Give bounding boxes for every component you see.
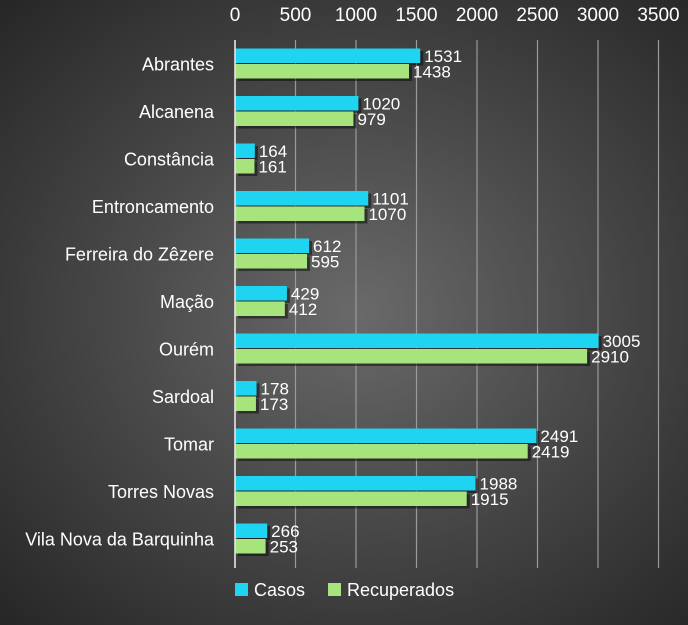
x-tick-label: 3000 <box>577 5 619 26</box>
data-label-casos-macao: 429 <box>291 285 319 304</box>
bar-casos-ourem <box>235 333 599 348</box>
bar-recuperados-ourem <box>235 349 588 364</box>
x-axis-tick-labels: 0 500 1000 1500 2000 2500 3000 3500 <box>230 5 680 26</box>
bar-casos-macao <box>235 286 287 301</box>
bar-casos-vila-nova-da-barquinha <box>235 523 268 538</box>
bar-recuperados-alcanena <box>235 111 354 126</box>
data-label-recuperados-ourem: 2910 <box>591 348 629 367</box>
x-tick-label: 1000 <box>335 5 377 26</box>
data-label-recuperados-torres-novas: 1915 <box>471 490 509 509</box>
data-label-recuperados-entroncamento: 1070 <box>368 205 406 224</box>
legend-swatch-recuperados <box>328 583 341 596</box>
data-label-casos-constancia: 164 <box>259 142 287 161</box>
category-label-sardoal: Sardoal <box>152 387 214 407</box>
category-label-ourem: Ourém <box>159 340 214 360</box>
x-tick-label: 0 <box>230 5 241 26</box>
data-label-recuperados-abrantes: 1438 <box>413 63 451 82</box>
x-tick-label: 2500 <box>516 5 558 26</box>
category-label-entroncamento: Entroncamento <box>92 197 214 217</box>
bar-casos-abrantes <box>235 48 421 63</box>
bar-casos-alcanena <box>235 96 359 111</box>
category-label-abrantes: Abrantes <box>142 55 214 75</box>
data-label-recuperados-vila-nova-da-barquinha: 253 <box>270 538 298 557</box>
legend-swatch-casos <box>235 583 248 596</box>
legend-label-casos: Casos <box>254 580 305 600</box>
bar-casos-tomar <box>235 428 537 443</box>
x-tick-label: 1500 <box>395 5 437 26</box>
data-label-recuperados-tomar: 2419 <box>532 443 570 462</box>
legend: Casos Recuperados <box>235 580 454 600</box>
data-label-recuperados-sardoal: 173 <box>260 395 288 414</box>
bar-recuperados-torres-novas <box>235 491 467 506</box>
bar-casos-entroncamento <box>235 191 369 206</box>
legend-item-recuperados: Recuperados <box>328 580 454 600</box>
x-tick-label: 500 <box>280 5 312 26</box>
bar-recuperados-ferreira-do-zezere <box>235 254 307 269</box>
data-label-recuperados-ferreira-do-zezere: 595 <box>311 253 339 272</box>
data-label-casos-torres-novas: 1988 <box>480 475 518 494</box>
x-tick-label: 2000 <box>456 5 498 26</box>
category-labels: Abrantes Alcanena Constância Entroncamento F… <box>25 55 215 550</box>
bar-recuperados-entroncamento <box>235 206 365 221</box>
bar-recuperados-constancia <box>235 159 255 174</box>
data-label-casos-entroncamento: 1101 <box>372 190 409 209</box>
bar-casos-ferreira-do-zezere <box>235 238 310 253</box>
bar-recuperados-sardoal <box>235 396 256 411</box>
data-label-casos-ferreira-do-zezere: 612 <box>313 237 341 256</box>
bar-casos-constancia <box>235 143 255 158</box>
bar-casos-torres-novas <box>235 476 476 491</box>
data-label-casos-alcanena: 1020 <box>362 95 400 114</box>
data-label-recuperados-alcanena: 979 <box>357 110 385 129</box>
category-label-constancia: Constância <box>124 150 215 170</box>
category-label-macao: Mação <box>160 292 214 312</box>
bar-casos-sardoal <box>235 381 257 396</box>
data-label-casos-ourem: 3005 <box>603 332 641 351</box>
bar-recuperados-abrantes <box>235 64 409 79</box>
data-label-recuperados-macao: 412 <box>289 300 317 319</box>
bar-recuperados-tomar <box>235 444 528 459</box>
legend-label-recuperados: Recuperados <box>347 580 454 600</box>
gridlines <box>294 40 660 568</box>
data-label-casos-vila-nova-da-barquinha: 266 <box>271 522 299 541</box>
category-label-alcanena: Alcanena <box>139 102 215 122</box>
legend-item-casos: Casos <box>235 580 305 600</box>
bar-recuperados-macao <box>235 301 285 316</box>
bar-recuperados-vila-nova-da-barquinha <box>235 539 266 554</box>
data-label-casos-tomar: 2491 <box>540 427 578 446</box>
data-label-recuperados-constancia: 161 <box>258 158 286 177</box>
category-label-vila-nova-da-barquinha: Vila Nova da Barquinha <box>25 530 215 550</box>
data-label-casos-sardoal: 178 <box>261 380 289 399</box>
x-tick-label: 3500 <box>637 5 679 26</box>
category-label-ferreira-do-zezere: Ferreira do Zêzere <box>65 245 214 265</box>
data-label-casos-abrantes: 1531 <box>424 47 462 66</box>
category-label-tomar: Tomar <box>164 435 214 455</box>
category-label-torres-novas: Torres Novas <box>108 482 214 502</box>
